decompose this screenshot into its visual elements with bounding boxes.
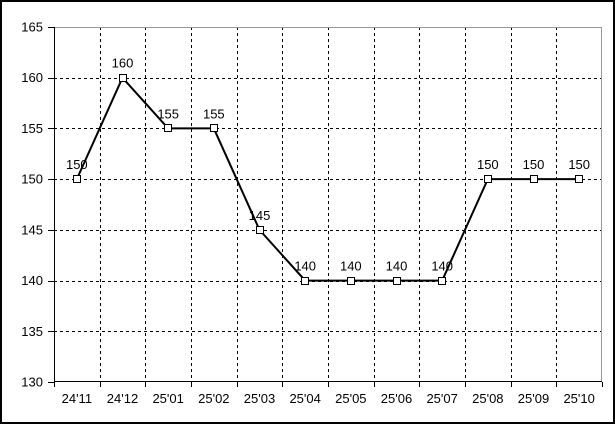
x-tick-label: 25'04 bbox=[289, 391, 320, 406]
x-tick-label: 25'01 bbox=[152, 391, 183, 406]
data-point-marker bbox=[73, 175, 81, 183]
frame-top-right bbox=[54, 27, 602, 382]
data-point-marker bbox=[256, 226, 264, 234]
y-tick-label: 135 bbox=[21, 324, 43, 339]
x-tick-label: 25'06 bbox=[381, 391, 412, 406]
x-axis-labels: 24'11 24'12 25'01 25'02 25'03 25'04 25'05 25'06… bbox=[62, 391, 595, 406]
data-label: 160 bbox=[112, 56, 134, 71]
data-point-marker bbox=[164, 124, 172, 132]
data-point-marker bbox=[438, 277, 446, 285]
data-label: 140 bbox=[294, 259, 316, 274]
data-point-marker bbox=[484, 175, 492, 183]
data-point-marker bbox=[119, 74, 127, 82]
x-tick-label: 25'05 bbox=[335, 391, 366, 406]
y-tick-label: 155 bbox=[21, 121, 43, 136]
data-point-marker bbox=[575, 175, 583, 183]
series-polyline bbox=[75, 75, 580, 282]
x-tick-label: 24'11 bbox=[62, 391, 92, 406]
data-label: 150 bbox=[477, 157, 499, 172]
data-label: 150 bbox=[568, 157, 590, 172]
data-point-marker bbox=[301, 277, 309, 285]
y-tick-label: 130 bbox=[21, 375, 43, 390]
data-label: 140 bbox=[340, 259, 362, 274]
data-point-marker bbox=[210, 124, 218, 132]
data-point-marker bbox=[393, 277, 401, 285]
data-label: 140 bbox=[431, 259, 453, 274]
data-label: 155 bbox=[157, 106, 179, 121]
data-label: 145 bbox=[249, 208, 271, 223]
y-tick-label: 160 bbox=[21, 70, 43, 85]
x-tick-label: 25'08 bbox=[472, 391, 503, 406]
data-label: 150 bbox=[523, 157, 545, 172]
axis-frame bbox=[54, 27, 602, 382]
y-tick-label: 150 bbox=[21, 172, 43, 187]
data-label: 150 bbox=[66, 157, 88, 172]
x-tick-label: 25'10 bbox=[563, 391, 594, 406]
x-tick-label: 24'12 bbox=[107, 391, 138, 406]
data-label: 155 bbox=[203, 106, 225, 121]
gridlines bbox=[54, 27, 602, 382]
x-tick-label: 25'09 bbox=[518, 391, 549, 406]
series-line bbox=[75, 75, 580, 282]
x-tick-label: 25'02 bbox=[198, 391, 229, 406]
y-tick-label: 165 bbox=[21, 20, 43, 35]
tick-marks bbox=[48, 27, 603, 387]
axis-lines bbox=[54, 27, 602, 382]
y-axis-labels: 130 135 140 145 150 155 160 165 bbox=[21, 20, 43, 390]
data-point-marker bbox=[530, 175, 538, 183]
y-tick-label: 145 bbox=[21, 222, 43, 237]
data-point-markers bbox=[73, 74, 583, 285]
y-tick-label: 140 bbox=[21, 273, 43, 288]
data-label: 140 bbox=[386, 259, 408, 274]
data-point-marker bbox=[347, 277, 355, 285]
x-tick-label: 25'07 bbox=[426, 391, 457, 406]
x-tick-label: 25'03 bbox=[244, 391, 275, 406]
data-labels: 150 160 155 155 145 140 140 140 140 150 150 150 bbox=[66, 56, 590, 274]
